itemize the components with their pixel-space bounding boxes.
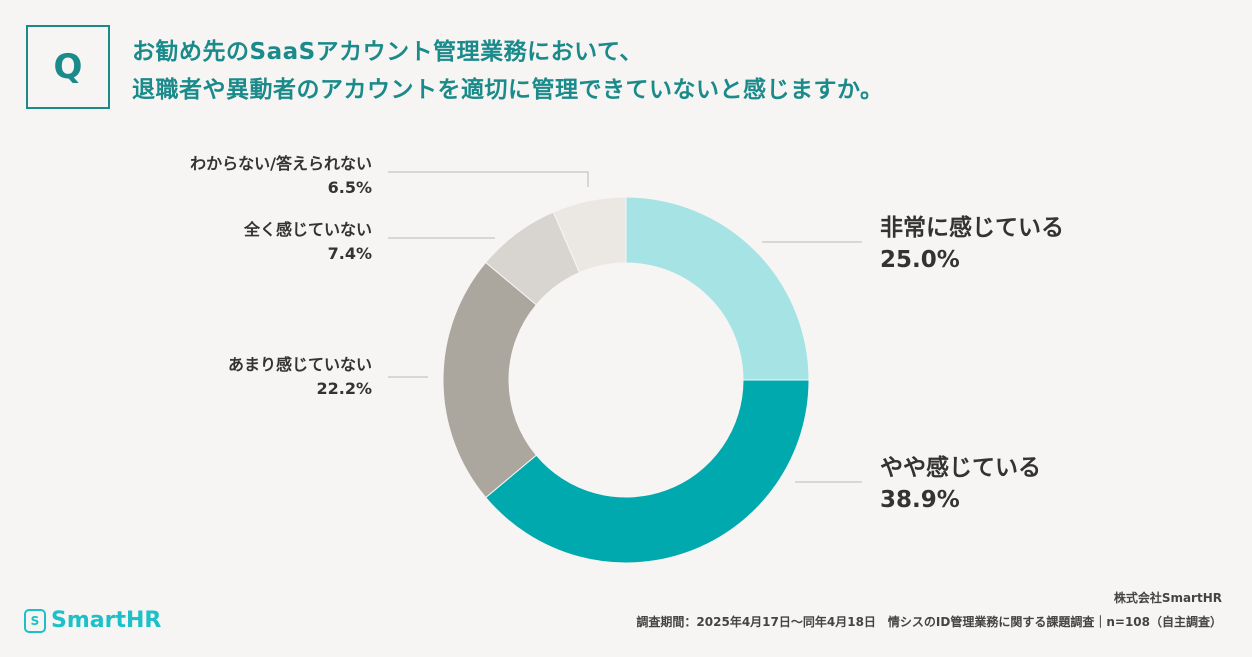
slice-1 [485, 379, 810, 564]
title-line-2: 退職者や異動者のアカウントを適切に管理できていないと感じますか。 [132, 77, 884, 103]
smarthr-logo: S SmartHR [24, 608, 161, 633]
slice-2 [442, 261, 538, 499]
label-unknown: わからない/答えられない 6.5% [190, 154, 372, 197]
title-line-1: お勧め先のSaaSアカウント管理業務において、 [132, 39, 643, 65]
leader-line-4 [388, 171, 589, 187]
question-badge: Q [26, 25, 110, 109]
company-name: 株式会社SmartHR [1113, 591, 1222, 605]
logo-mark-icon: S [24, 608, 46, 633]
label-not-much: あまり感じていない 22.2% [227, 355, 372, 398]
label-somewhat: やや感じている 38.9% [880, 455, 1041, 513]
question-title: お勧め先のSaaSアカウント管理業務において、 退職者や異動者のアカウントを適切… [132, 33, 884, 109]
label-very: 非常に感じている 25.0% [880, 215, 1064, 273]
slice-4 [552, 196, 627, 274]
label-not-at-all: 全く感じていない 7.4% [243, 220, 372, 263]
survey-source: 調査期間：2025年4月17日～同年4月18日 情シスのID管理業務に関する課題… [636, 615, 1222, 629]
slice-0 [625, 196, 810, 381]
